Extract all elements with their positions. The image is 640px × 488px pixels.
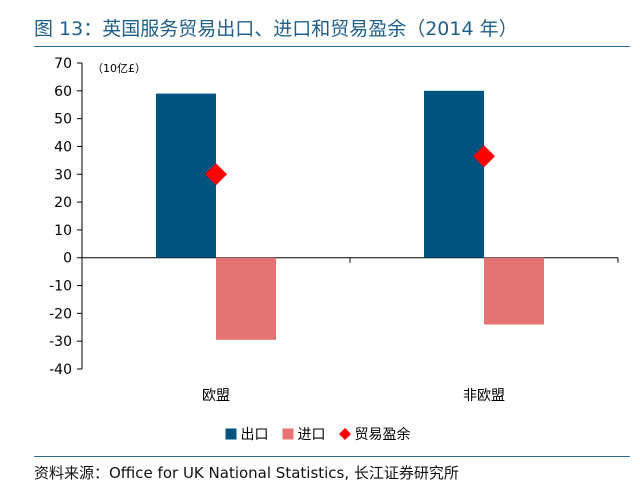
surplus-markers [205,145,495,186]
y-tick-label: -20 [49,306,72,322]
y-unit-label: （10亿£） [92,62,146,75]
marker-贸易盈余-非欧盟 [473,145,495,168]
title-divider [34,46,630,47]
bar-出口-非欧盟 [424,90,484,258]
legend: 出口 进口 贸易盈余 [225,426,411,443]
bars [156,90,544,340]
legend-swatch-进口 [282,428,294,440]
source-divider [34,456,630,457]
legend-swatch-出口 [225,428,237,440]
bar-进口-非欧盟 [484,257,544,325]
y-tick-label: 0 [63,251,72,267]
y-tick-label: 70 [54,56,72,72]
source-note: 资料来源：Office for UK National Statistics, … [34,464,459,482]
y-tick-label: 60 [54,84,72,100]
labels: 欧盟 非欧盟 [202,388,505,404]
category-label: 欧盟 [202,388,230,404]
legend-label-贸易盈余: 贸易盈余 [355,426,411,443]
marker-贸易盈余-欧盟 [205,163,227,186]
legend-label-出口: 出口 [241,427,269,443]
y-tick-label: 10 [54,223,72,239]
y-tick-label: -10 [49,279,72,295]
legend-swatch-贸易盈余 [339,428,351,440]
bar-出口-欧盟 [156,93,216,258]
y-tick-label: -40 [49,362,72,378]
y-tick-label: 20 [54,195,72,211]
legend-label-进口: 进口 [298,427,326,443]
y-tick-label: 30 [54,167,72,183]
bar-进口-欧盟 [216,257,276,340]
figure-title: 图 13：英国服务贸易出口、进口和贸易盈余（2014 年） [34,18,518,40]
y-tick-label: -30 [49,334,72,350]
y-tick-label: 50 [54,112,72,128]
category-label: 非欧盟 [463,388,505,404]
axes: 70 60 50 40 30 20 10 0 -10 -20 -30 -40 （10亿£） [49,56,619,378]
y-tick-label: 40 [54,139,72,155]
